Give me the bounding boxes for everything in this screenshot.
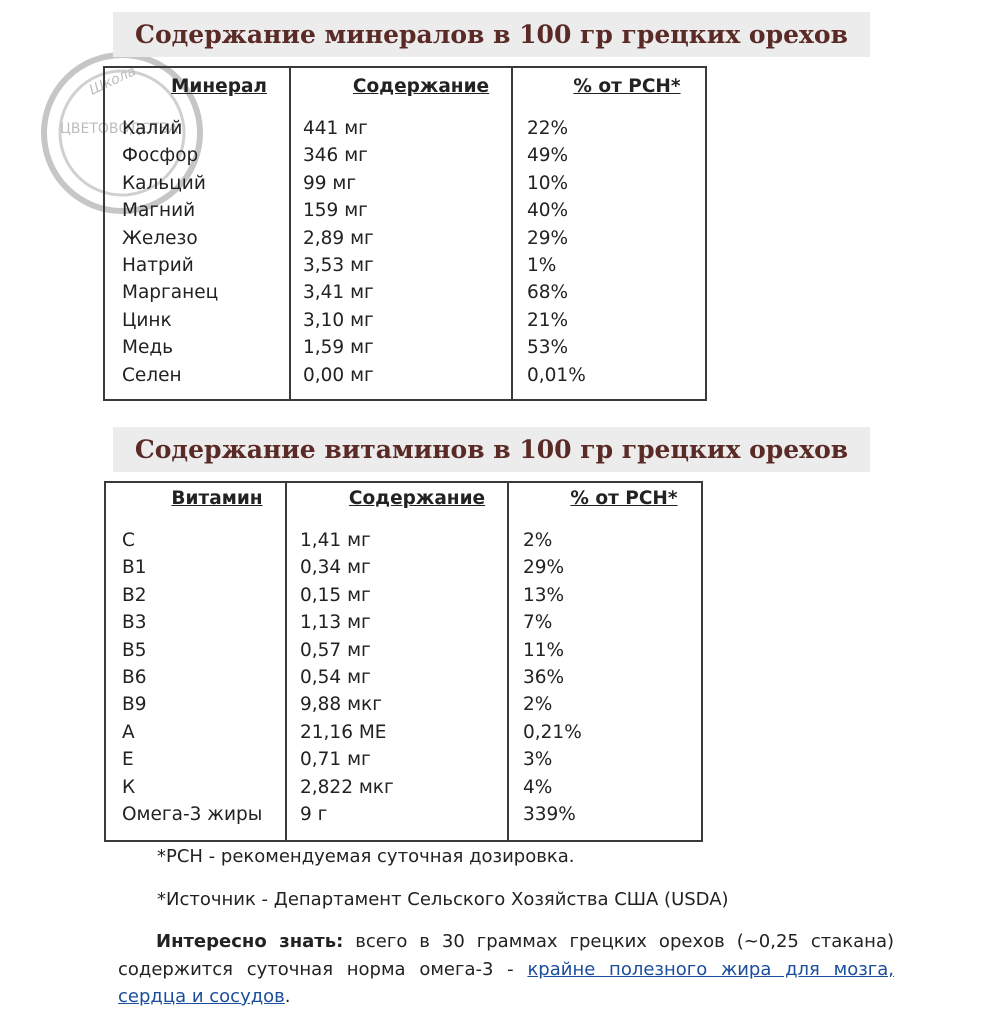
section-title-box: Содержание витаминов в 100 гр грецких ор…	[113, 427, 870, 472]
table-cell: 2%	[523, 694, 553, 716]
table-cell: 4%	[523, 776, 553, 798]
table-cell: 40%	[527, 200, 569, 222]
table-cell: 68%	[527, 282, 569, 304]
table-cell: Медь	[122, 337, 174, 359]
table-cell: 13%	[523, 584, 565, 606]
data-table: Витамин Содержание % от РСН* С 1,41 мг 2% В1 0,…	[104, 481, 703, 842]
table-cell: 0,15 мг	[300, 584, 371, 606]
fact-text: всего в 30 граммах грецких орехов (~0,25…	[118, 931, 894, 980]
table-cell: Кальций	[122, 172, 206, 194]
table-cell: 1,41 мг	[300, 530, 371, 551]
table-cell: 441 мг	[303, 118, 368, 139]
table-cell: 2,822 мкг	[300, 776, 394, 798]
table-cell: 3,41 мг	[303, 282, 374, 304]
table-cell: 0,21%	[523, 721, 582, 743]
table-cell: Калий	[122, 118, 183, 139]
fact-link[interactable]: крайне полезного жира для мозга, сердца …	[118, 958, 894, 1008]
table-cell: 22%	[527, 118, 569, 139]
table-cell: К	[122, 776, 136, 798]
section-title: Содержание витаминов в 100 гр грецких ор…	[134, 435, 849, 464]
table-cell: 11%	[523, 639, 565, 661]
section-title-box: Содержание минералов в 100 гр грецких ор…	[113, 12, 870, 57]
table-cell: В6	[122, 667, 147, 688]
column-header: % от РСН*	[570, 488, 678, 509]
table-cell: 36%	[523, 667, 565, 688]
table-cell: 159 мг	[303, 200, 368, 222]
watermark-ring	[58, 69, 186, 197]
footnote: *Источник - Департамент Сельского Хозяйс…	[157, 889, 729, 910]
table-cell: 0,00 мг	[303, 364, 374, 386]
table-cell: 3,10 мг	[303, 309, 374, 331]
table-cell: 0,71 мг	[300, 749, 371, 771]
table-cell: 0,57 мг	[300, 639, 371, 661]
column-divider	[289, 68, 291, 399]
fact-paragraph: Интересно знать: всего в 30 граммах грец…	[118, 928, 894, 1011]
table-cell: 346 мг	[303, 145, 368, 167]
table-cell: 49%	[527, 145, 569, 167]
table-cell: 21%	[527, 309, 569, 331]
watermark-main: ЦВЕТОВОДСТВА	[60, 121, 178, 137]
table-cell: 3%	[523, 749, 553, 771]
table-cell: 99 мг	[303, 172, 357, 194]
table-cell: Железо	[122, 227, 198, 249]
column-header: Минерал	[171, 76, 267, 97]
section-title: Содержание минералов в 100 гр грецких ор…	[135, 20, 848, 49]
data-table: Минерал Содержание % от РСН* Калий 441 мг 22%…	[103, 66, 707, 401]
table-cell: С	[122, 530, 135, 551]
fact-label: Интересно знать:	[156, 931, 344, 952]
table-cell: Натрий	[122, 255, 194, 276]
table-cell: 2,89 мг	[303, 227, 374, 249]
fact-end: .	[284, 986, 291, 1007]
table-cell: А	[122, 721, 135, 743]
column-divider	[507, 483, 509, 840]
table-cell: В5	[122, 639, 147, 661]
table-cell: 53%	[527, 337, 569, 359]
column-header: Содержание	[348, 488, 486, 509]
table-cell: Е	[122, 749, 134, 771]
table-cell: 0,54 мг	[300, 667, 371, 688]
table-cell: 2%	[523, 530, 553, 551]
column-divider	[285, 483, 287, 840]
table-cell: 3,53 мг	[303, 255, 374, 276]
table-cell: 1,59 мг	[303, 337, 374, 359]
table-cell: Омега-3 жиры	[122, 804, 263, 825]
table-cell: Магний	[122, 200, 196, 222]
table-cell: 29%	[523, 557, 565, 579]
column-header: Содержание	[352, 76, 490, 97]
table-cell: 339%	[523, 804, 576, 825]
table-cell: В1	[122, 557, 147, 579]
table-cell: В3	[122, 612, 147, 634]
footnote: *РСН - рекомендуемая суточная дозировка.	[157, 846, 575, 867]
table-cell: Марганец	[122, 282, 219, 304]
column-header: % от РСН*	[573, 76, 681, 97]
table-cell: 1,13 мг	[300, 612, 371, 634]
table-cell: 7%	[523, 612, 553, 634]
table-cell: 9,88 мкг	[300, 694, 382, 716]
table-cell: 0,01%	[527, 364, 586, 386]
table-cell: Цинк	[122, 309, 172, 331]
table-cell: 10%	[527, 172, 569, 194]
column-header: Витамин	[171, 488, 263, 509]
table-cell: Фосфор	[122, 145, 199, 167]
table-cell: 9 г	[300, 804, 328, 825]
table-cell: 29%	[527, 227, 569, 249]
table-cell: 0,34 мг	[300, 557, 371, 579]
table-cell: 21,16 МЕ	[300, 721, 387, 743]
table-cell: В2	[122, 584, 147, 606]
table-cell: 1%	[527, 255, 557, 276]
table-cell: Селен	[122, 364, 182, 386]
column-divider	[511, 68, 513, 399]
table-cell: В9	[122, 694, 147, 716]
